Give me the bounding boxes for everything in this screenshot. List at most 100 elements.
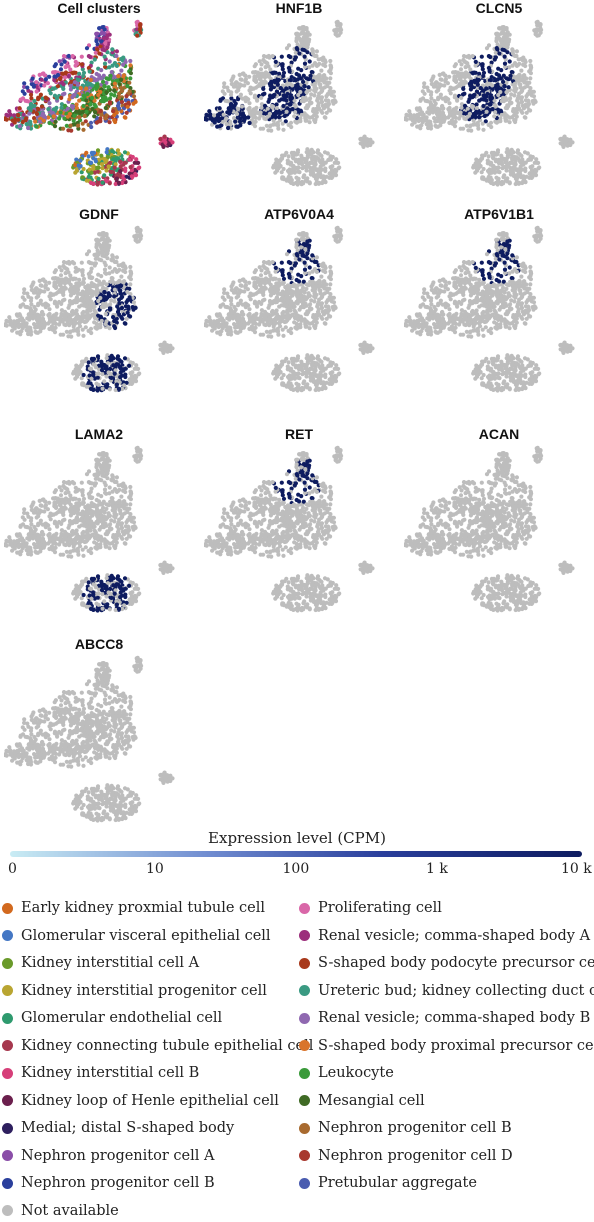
cell-point — [518, 169, 523, 174]
cell-point — [501, 73, 506, 78]
cell-point — [100, 372, 105, 377]
cell-point — [71, 324, 76, 329]
cell-point — [362, 134, 367, 139]
cell-point — [163, 140, 168, 145]
cell-point — [123, 321, 128, 326]
cell-point — [114, 63, 119, 68]
cell-point — [39, 310, 45, 315]
cell-point — [224, 116, 229, 121]
cell-point — [218, 97, 223, 102]
cell-point — [88, 77, 93, 83]
cell-point — [232, 322, 237, 327]
cell-point — [280, 327, 285, 332]
cell-point — [122, 177, 127, 182]
cell-point — [103, 178, 108, 183]
cell-point — [436, 97, 441, 102]
cell-point — [513, 162, 518, 167]
cell-point — [299, 99, 304, 104]
cell-point — [312, 118, 317, 123]
cell-point — [47, 101, 52, 106]
cell-point — [107, 65, 112, 70]
cell-point — [514, 63, 519, 68]
cell-point — [66, 270, 71, 275]
cell-point — [68, 83, 73, 88]
cell-point — [136, 160, 141, 165]
cell-point — [322, 356, 328, 361]
cell-point — [109, 298, 114, 303]
cell-point — [537, 165, 542, 170]
cell-point — [22, 297, 27, 302]
cell-point — [293, 104, 298, 109]
cell-point — [29, 302, 34, 307]
cell-point — [510, 47, 515, 52]
cell-point — [257, 77, 263, 82]
cell-point — [83, 119, 88, 124]
cell-point — [90, 289, 95, 294]
cell-point — [491, 156, 496, 161]
cell-point — [106, 370, 111, 375]
cell-point — [445, 81, 450, 86]
cell-point — [328, 58, 333, 64]
cell-point — [324, 110, 329, 115]
cell-point — [106, 164, 111, 169]
cell-point — [436, 106, 441, 112]
cell-point — [495, 182, 500, 187]
cell-point — [521, 62, 526, 67]
cell-point — [70, 104, 75, 109]
cell-point — [92, 98, 97, 103]
cell-point — [233, 119, 238, 124]
cell-point — [102, 289, 107, 295]
cell-point — [471, 118, 476, 123]
cell-point — [78, 158, 83, 163]
cell-point — [16, 117, 21, 122]
cell-point — [462, 91, 467, 96]
cell-point — [93, 50, 98, 55]
cell-point — [119, 77, 124, 82]
cell-point — [328, 269, 333, 274]
cell-point — [499, 153, 504, 158]
cell-point — [480, 175, 485, 180]
cell-point — [85, 312, 90, 317]
cell-point — [61, 82, 66, 87]
cell-point — [286, 65, 291, 71]
cell-point — [515, 148, 521, 153]
cell-point — [227, 111, 232, 116]
cell-point — [453, 119, 458, 124]
cell-point — [112, 88, 117, 93]
cell-point — [475, 82, 480, 87]
cell-point — [92, 304, 97, 309]
cell-point — [288, 102, 293, 107]
cell-point — [43, 77, 49, 82]
cell-point — [473, 59, 478, 64]
cell-point — [97, 232, 102, 237]
cell-point — [103, 105, 108, 111]
cell-point — [99, 162, 105, 167]
cell-point — [127, 314, 132, 319]
cell-point — [484, 150, 489, 155]
cell-point — [94, 237, 99, 242]
cell-point — [447, 101, 452, 106]
cell-point — [336, 366, 341, 371]
cell-point — [246, 107, 251, 112]
cell-point — [101, 285, 106, 290]
cell-point — [305, 155, 310, 160]
cell-point — [34, 80, 39, 85]
cell-point — [277, 321, 282, 326]
cell-point — [76, 163, 81, 168]
cell-point — [81, 315, 86, 320]
cell-point — [504, 97, 509, 102]
cell-point — [492, 98, 497, 103]
cell-point — [298, 89, 303, 95]
cell-point — [117, 380, 122, 385]
cell-point — [103, 384, 108, 389]
cell-point — [299, 162, 305, 167]
cell-point — [259, 105, 264, 110]
cell-point — [34, 317, 40, 323]
cell-point — [470, 54, 475, 59]
cell-point — [80, 327, 85, 332]
cell-point — [528, 76, 533, 81]
cell-point — [503, 178, 508, 183]
cell-point — [65, 114, 70, 119]
cell-point — [462, 75, 468, 80]
cell-point — [93, 110, 98, 115]
